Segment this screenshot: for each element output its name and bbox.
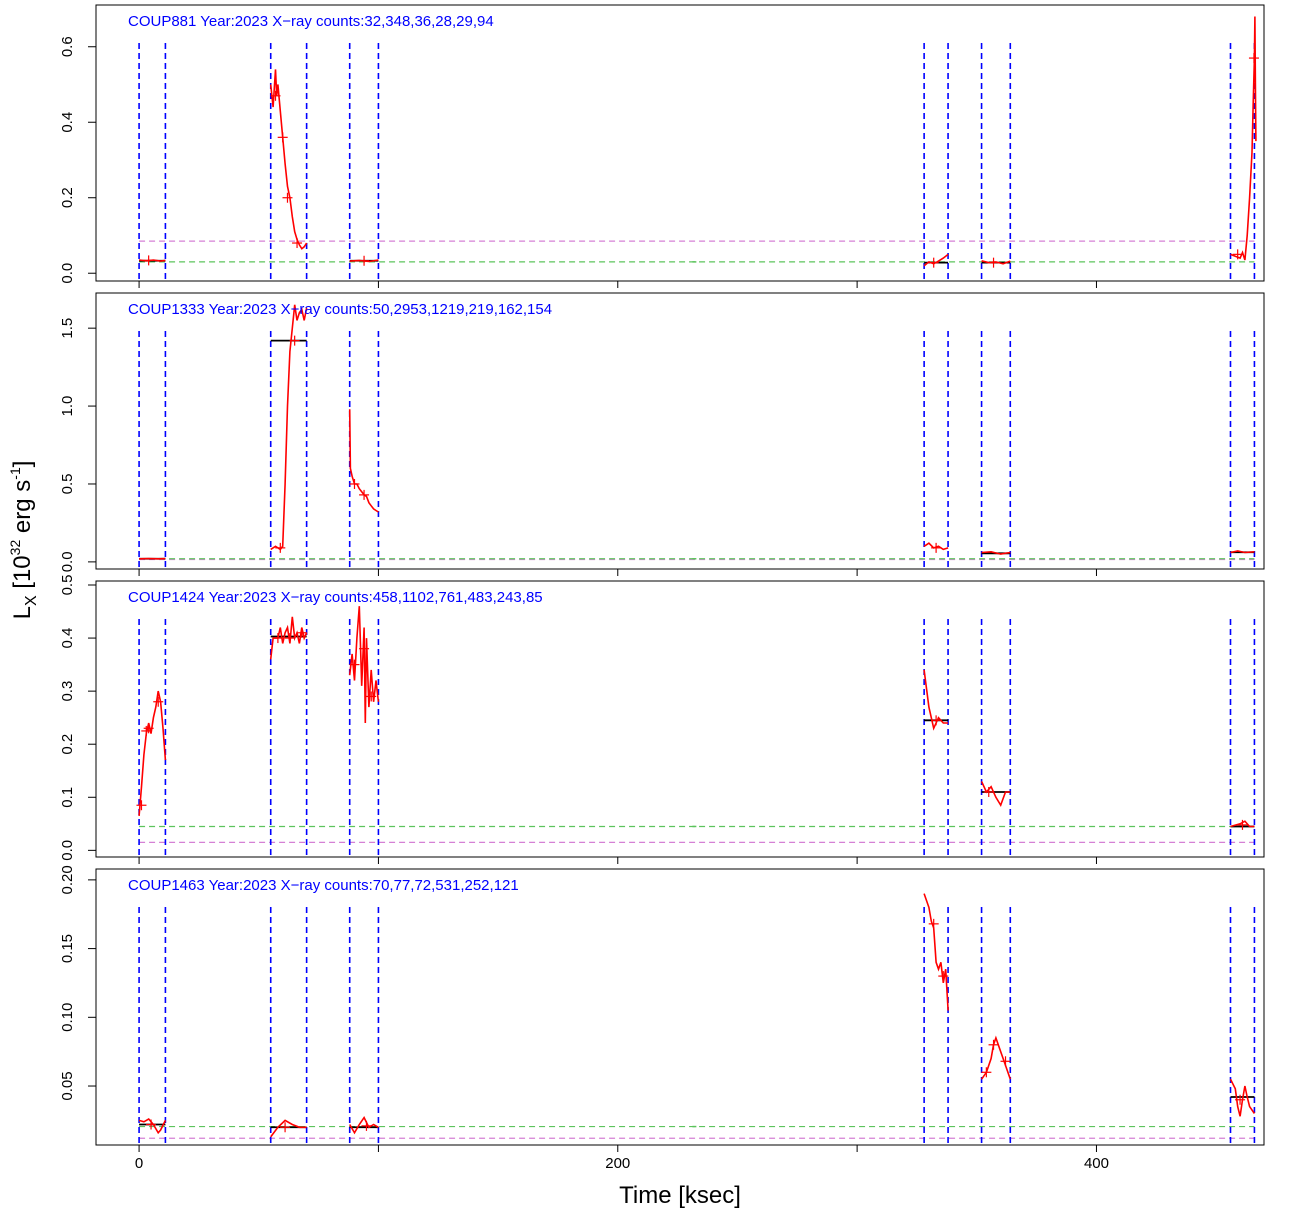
x-axis-title: Time [ksec] (619, 1182, 741, 1209)
lightcurve-segment-3 (349, 1116, 379, 1135)
lightcurve-segment-1 (138, 1117, 167, 1135)
panel-frame-2 (95, 292, 1265, 570)
x-tick-label: 200 (605, 1155, 630, 1172)
y-axis-title-close: ] (9, 461, 36, 468)
y-tick-label: 1.0 (59, 396, 76, 417)
lightcurve-segment-5 (981, 550, 1011, 555)
panel-title-4: COUP1463 Year:2023 X−ray counts:70,77,72… (128, 877, 519, 894)
y-axis-title-main: L (9, 606, 36, 619)
y-tick-label: 1.5 (59, 318, 76, 339)
lightcurve-segment-1 (138, 690, 167, 816)
y-tick-label: 0.05 (59, 1071, 76, 1100)
panel-title-3: COUP1424 Year:2023 X−ray counts:458,1102… (128, 589, 543, 606)
y-axis-title-exp2: -1 (7, 467, 23, 480)
y-tick-label: 0.10 (59, 1003, 76, 1032)
panel-title-2: COUP1333 Year:2023 X−ray counts:50,2953,… (128, 301, 552, 318)
y-tick-label: 0.4 (59, 628, 76, 649)
panel-title-1: COUP881 Year:2023 X−ray counts:32,348,36… (128, 13, 494, 30)
y-tick-label: 0.1 (59, 787, 76, 808)
panel-frame-3 (95, 580, 1265, 858)
lightcurve-segment-2 (270, 1119, 307, 1138)
y-tick-label: 0.2 (59, 187, 76, 208)
panel-frame-4 (95, 868, 1265, 1146)
lightcurve-segment-4 (923, 253, 949, 267)
y-axis-title: LX [1032 erg s-1] (7, 461, 40, 620)
lightcurve-segment-4 (923, 893, 949, 1011)
lightcurve-segment-3 (348, 409, 379, 513)
lightcurve-segment-6 (1230, 550, 1255, 554)
y-axis-title-mid: erg s (9, 480, 36, 540)
y-axis-title-bracket: [10 (9, 555, 36, 588)
x-tick-label: 0 (135, 1155, 143, 1172)
y-tick-label: 0.0 (59, 551, 76, 572)
lightcurve-segment-2 (269, 69, 308, 250)
y-tick-label: 0.4 (59, 112, 76, 133)
lightcurve-segment-5 (980, 781, 1011, 808)
lightcurve-segment-5 (980, 1035, 1012, 1080)
y-tick-label: 0.5 (59, 575, 76, 596)
svg-text:LX [1032 erg s-1]: LX [1032 erg s-1] (7, 461, 40, 620)
y-tick-label: 0.15 (59, 934, 76, 963)
y-axis-title-exp: 32 (7, 540, 23, 556)
lightcurve-segment-6 (1230, 820, 1255, 828)
lightcurve-segment-6 (1230, 16, 1257, 261)
x-tick-label: 400 (1084, 1155, 1109, 1172)
y-tick-label: 0.20 (59, 865, 76, 894)
y-tick-label: 0.6 (59, 36, 76, 57)
y-tick-label: 0.5 (59, 474, 76, 495)
y-tick-label: 0.0 (59, 263, 76, 284)
lightcurve-segment-4 (923, 669, 949, 731)
y-axis-title-sub: X (23, 595, 40, 606)
panel-frame-1 (95, 4, 1265, 282)
y-tick-label: 0.0 (59, 840, 76, 861)
y-tick-label: 0.2 (59, 734, 76, 755)
y-tick-label: 0.3 (59, 681, 76, 702)
lightcurve-segment-5 (981, 260, 1011, 265)
